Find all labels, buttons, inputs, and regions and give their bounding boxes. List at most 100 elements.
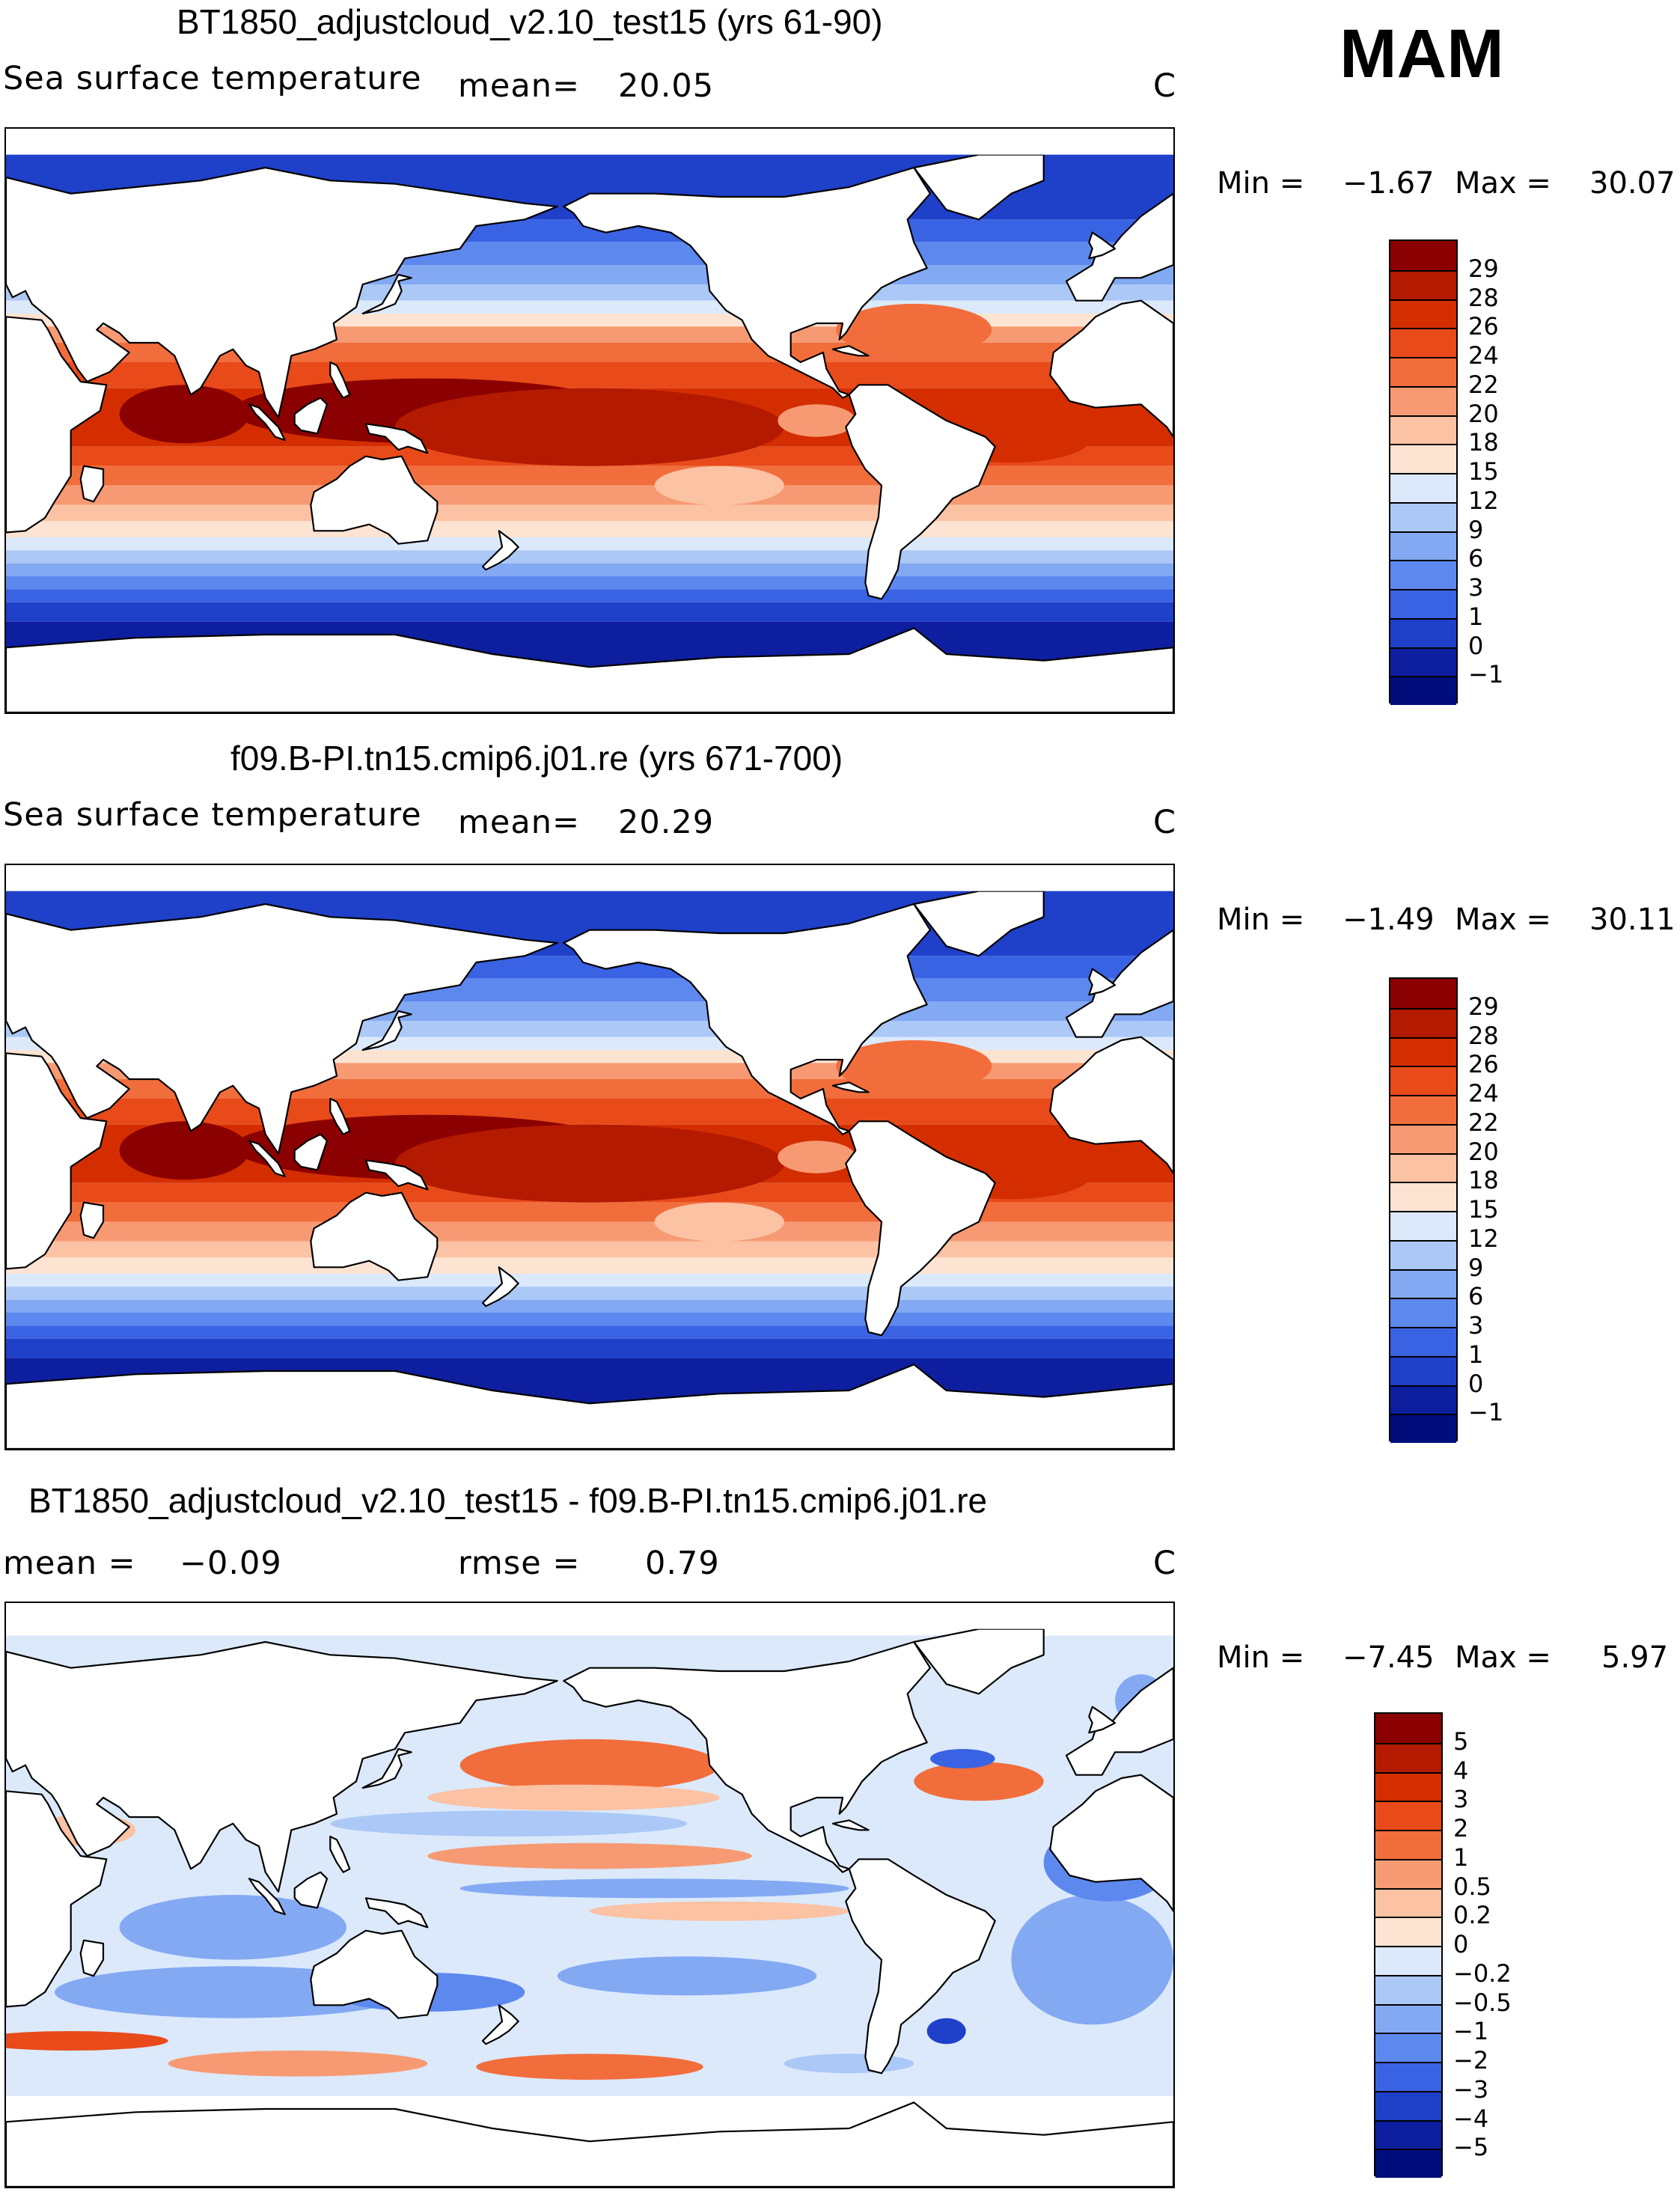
- colorbar-swatch: [1390, 1066, 1456, 1095]
- colorbar-swatch: [1375, 1714, 1441, 1743]
- coastline-africaEast: [1049, 1774, 1173, 1912]
- colorbar-swatch: [1390, 241, 1456, 270]
- colorbar-swatch: [1390, 444, 1456, 473]
- panel1-colorbar: 29 28 26 24 22 20 18 15 12 9 6 3 1 0 −1: [1389, 239, 1568, 705]
- colorbar-tick-label: 3: [1453, 1785, 1469, 1814]
- coastline-australia: [310, 455, 439, 545]
- sst-band: [6, 602, 1173, 622]
- colorbar-tick-label: 18: [1468, 1166, 1499, 1195]
- sst-band: [6, 485, 1173, 505]
- colorbar-swatch: [1390, 1153, 1456, 1182]
- panel2-units: C: [1153, 804, 1177, 841]
- colorbar-swatch: [1390, 385, 1456, 415]
- colorbar-tick-label: −1: [1468, 660, 1504, 689]
- sst-band: [6, 465, 1173, 486]
- colorbar-swatch: [1375, 2033, 1441, 2062]
- colorbar-swatch: [1390, 473, 1456, 502]
- coastline-madagascar: [79, 1939, 105, 1977]
- coastline-newZealand: [481, 1266, 519, 1307]
- colorbar-swatch: [1390, 269, 1456, 299]
- colorbar-tick-label: 9: [1468, 1253, 1484, 1282]
- sst-band: [6, 1257, 1173, 1274]
- colorbar-tick-label: 12: [1468, 1224, 1499, 1253]
- diff-contour-blob: [784, 2054, 914, 2074]
- panel3-mean-label: mean =: [3, 1545, 136, 1582]
- colorbar-tick-label: 9: [1468, 515, 1484, 544]
- colorbar-swatch: [1375, 2003, 1441, 2033]
- diff-contour-blob: [459, 1739, 720, 1792]
- colorbar-swatch: [1390, 1007, 1456, 1037]
- sst-band: [6, 550, 1173, 564]
- colorbar-box: [1389, 977, 1458, 1443]
- colorbar-tick-label: 22: [1468, 1108, 1499, 1137]
- colorbar-tick-label: 26: [1468, 312, 1499, 341]
- season-label: MAM: [1340, 16, 1504, 92]
- panel1-units: C: [1153, 67, 1177, 105]
- coastline-europeWest: [1065, 192, 1173, 302]
- colorbar-tick-label: 24: [1468, 341, 1499, 370]
- colorbar-swatch: [1390, 1298, 1456, 1327]
- coastline-newGuinea: [364, 1897, 429, 1929]
- coastline-northAmerica: [563, 903, 932, 1135]
- panel2-min-label: Min =: [1217, 903, 1305, 937]
- map-svg: [6, 129, 1173, 712]
- coastline-africa: [6, 1790, 108, 2008]
- sst-contour-blob: [778, 404, 856, 437]
- sst-contour-blob: [395, 388, 784, 466]
- panel3-colorbar: 5 4 3 2 1 0.5 0.2 0 −0.2 −0.5 −1 −2 −3 −4 −5: [1374, 1712, 1568, 2178]
- sst-band: [6, 1241, 1173, 1258]
- colorbar-swatch: [1375, 1887, 1441, 1917]
- panel2-min-value: −1.49: [1343, 903, 1435, 937]
- colorbar-swatch: [1375, 1946, 1441, 1975]
- panel3-rmse-label: rmse =: [458, 1545, 581, 1582]
- coastline-eurasia: [6, 166, 558, 418]
- colorbar-tick-label: 3: [1468, 573, 1484, 602]
- coastline-uk: [1088, 231, 1117, 260]
- coastline-philippines: [329, 361, 351, 399]
- colorbar-swatch: [1375, 1771, 1441, 1801]
- coastline-uk: [1088, 968, 1117, 996]
- sst-contour-blob: [395, 1124, 784, 1203]
- colorbar-tick-label: 29: [1468, 992, 1499, 1021]
- panel3-title: BT1850_adjustcloud_v2.10_test15 - f09.B-…: [28, 1481, 988, 1520]
- panel1-mean-value: 20.05: [618, 67, 715, 105]
- coastline-africa: [6, 1052, 108, 1270]
- colorbar-swatch: [1390, 1414, 1456, 1443]
- diff-contour-blob: [427, 1843, 752, 1869]
- colorbar-tick-label: 29: [1468, 254, 1499, 283]
- colorbar-swatch: [1390, 589, 1456, 618]
- coastline-greenland: [913, 153, 1045, 221]
- diff-contour-blob: [168, 2051, 428, 2077]
- coastline-sumatra: [248, 1878, 286, 1916]
- sst-contour-blob: [836, 1040, 992, 1093]
- colorbar-box: [1374, 1712, 1443, 2178]
- sst-band: [6, 504, 1173, 522]
- colorbar-swatch: [1375, 1801, 1441, 1830]
- coastline-uk: [1088, 1706, 1117, 1734]
- colorbar-tick-label: 4: [1453, 1756, 1469, 1785]
- colorbar-swatch: [1390, 531, 1456, 561]
- panel2-mean-label: mean=: [458, 804, 580, 841]
- colorbar-swatch: [1390, 328, 1456, 357]
- coastline-cuba: [831, 345, 870, 357]
- coastline-southAmerica: [845, 1120, 996, 1337]
- colorbar-tick-label: 0.2: [1453, 1901, 1491, 1930]
- sst-band: [6, 576, 1173, 590]
- diff-contour-blob: [330, 1810, 687, 1837]
- coastline-philippines: [329, 1835, 351, 1873]
- coastline-newZealand: [481, 2004, 519, 2045]
- diff-contour-blob: [459, 1878, 849, 1899]
- panel1-mean-label: mean=: [458, 67, 580, 105]
- colorbar-swatch: [1390, 415, 1456, 445]
- coastline-africa: [6, 316, 108, 534]
- colorbar-swatch: [1390, 1123, 1456, 1153]
- colorbar-swatch: [1375, 1830, 1441, 1859]
- coastline-australia: [310, 1191, 439, 1281]
- arctic-mask: [6, 1603, 1173, 1629]
- sst-contour-blob: [836, 304, 992, 356]
- diff-contour-blob: [914, 1762, 1044, 1801]
- coastline-borneo: [293, 1133, 329, 1171]
- colorbar-tick-label: 0: [1468, 1369, 1484, 1398]
- colorbar-tick-label: 6: [1468, 544, 1484, 573]
- panel1-min-label: Min =: [1217, 166, 1305, 201]
